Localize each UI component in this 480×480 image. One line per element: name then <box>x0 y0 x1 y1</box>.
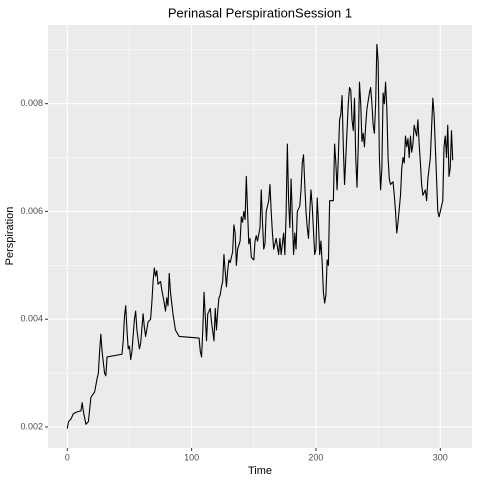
y-tick-label: 0.008 <box>20 98 43 108</box>
y-tick-label: 0.002 <box>20 421 43 431</box>
x-tick-label: 300 <box>433 452 448 462</box>
axes: 0 100 200 300 0.002 0.004 0.006 0.008 <box>20 98 447 462</box>
y-tick-label: 0.004 <box>20 314 43 324</box>
chart-title: Perinasal PerspirationSession 1 <box>168 5 352 20</box>
x-tick-label: 200 <box>308 452 323 462</box>
x-axis-title: Time <box>248 465 272 477</box>
line <box>66 43 454 429</box>
x-tick-label: 0 <box>65 452 70 462</box>
marks <box>66 43 454 429</box>
y-axis-title: Perspiration <box>4 207 16 266</box>
y-tick-label: 0.006 <box>20 206 43 216</box>
panel <box>48 25 472 448</box>
x-tick-label: 100 <box>184 452 199 462</box>
